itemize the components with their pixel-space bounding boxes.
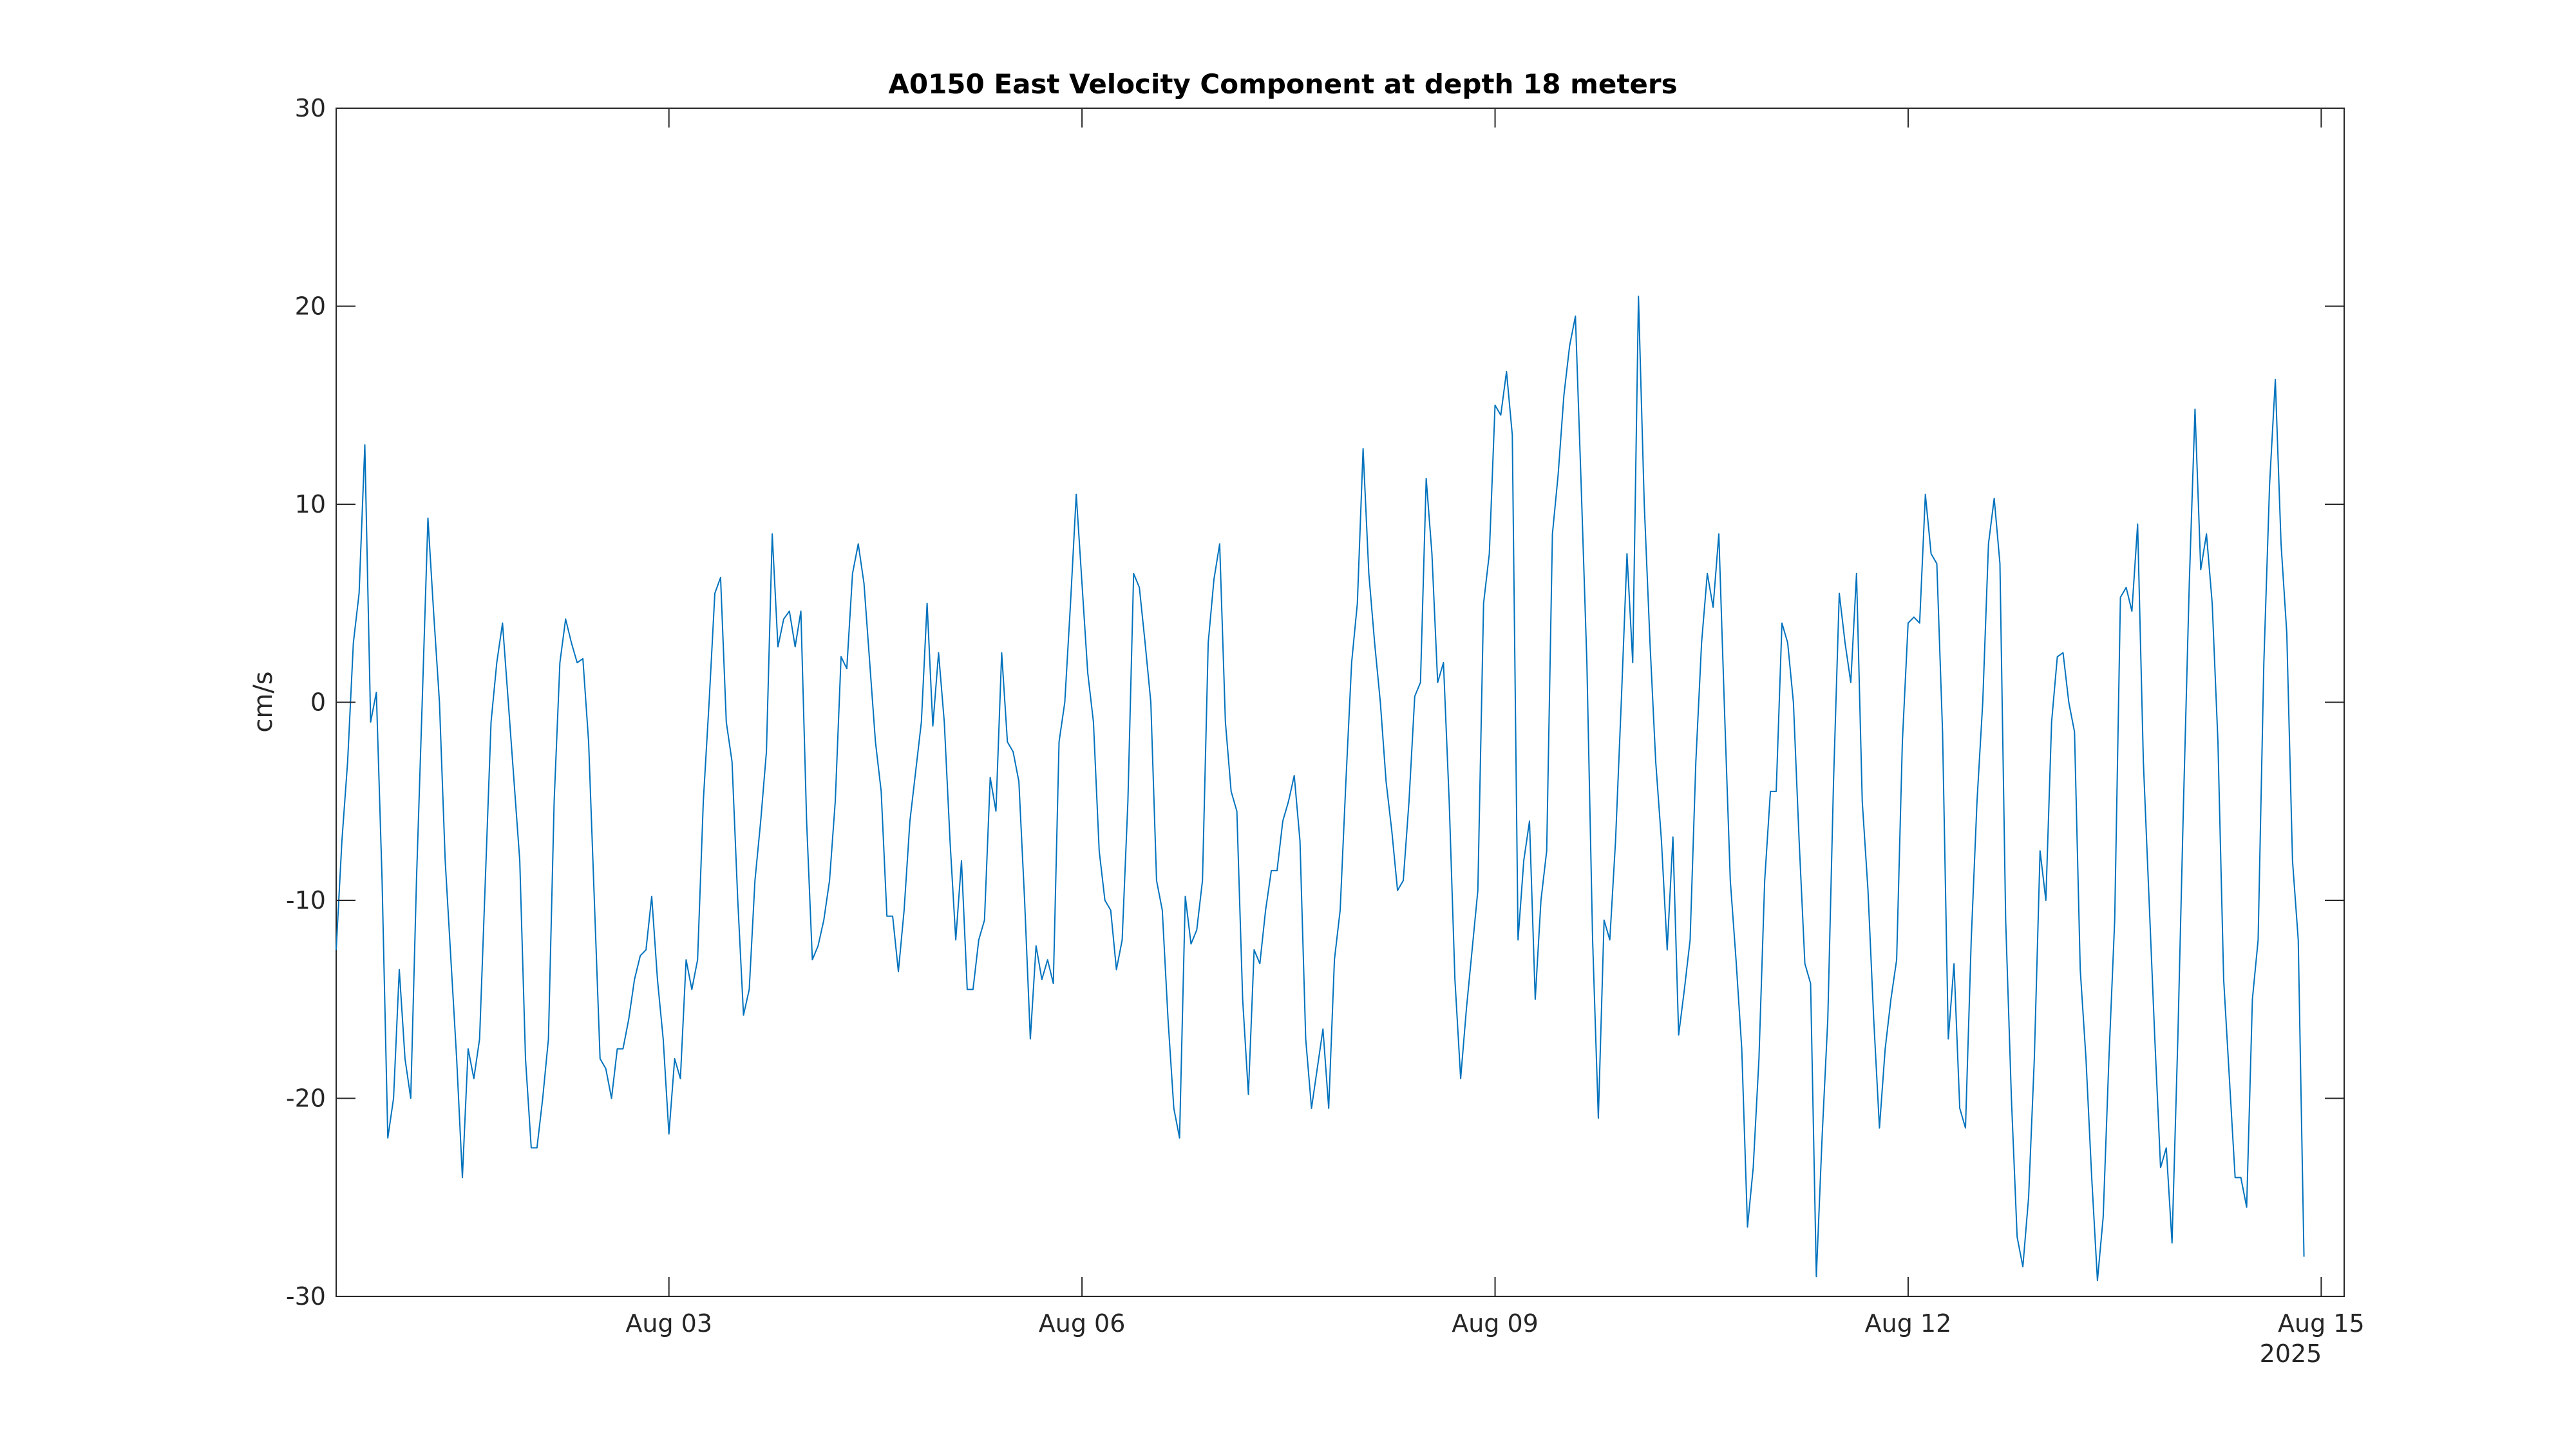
- x-tick-label: Aug 09: [1452, 1309, 1539, 1338]
- axes-frame: [336, 108, 2345, 1297]
- x-tick-label: Aug 15: [2278, 1309, 2365, 1338]
- y-tick-label: -10: [286, 886, 326, 914]
- y-tick-label: -20: [286, 1084, 326, 1113]
- x-tick-label: Aug 12: [1865, 1309, 1952, 1338]
- x-axis-year-label: 2025: [2260, 1340, 2322, 1368]
- tick-layer: 30 20 10 0 -10 -20 -30 Aug 03 Aug 06 Aug 09 Aug 12…: [286, 94, 2365, 1338]
- x-tick-label: Aug 03: [625, 1309, 712, 1338]
- y-tick-label: 10: [295, 490, 326, 518]
- chart-title: A0150 East Velocity Component at depth 1…: [888, 68, 1677, 100]
- y-axis-label: cm/s: [249, 671, 278, 732]
- y-tick-label: 30: [295, 94, 326, 122]
- y-tick-label: -30: [286, 1282, 326, 1311]
- series-layer: [336, 296, 2305, 1282]
- x-tick-label: Aug 06: [1039, 1309, 1126, 1338]
- y-tick-label: 20: [295, 292, 326, 321]
- series-line-east-velocity: [336, 296, 2305, 1282]
- plot-area: 30 20 10 0 -10 -20 -30 Aug 03 Aug 06 Aug 09 Aug 12…: [286, 94, 2365, 1338]
- y-tick-label: 0: [310, 688, 326, 717]
